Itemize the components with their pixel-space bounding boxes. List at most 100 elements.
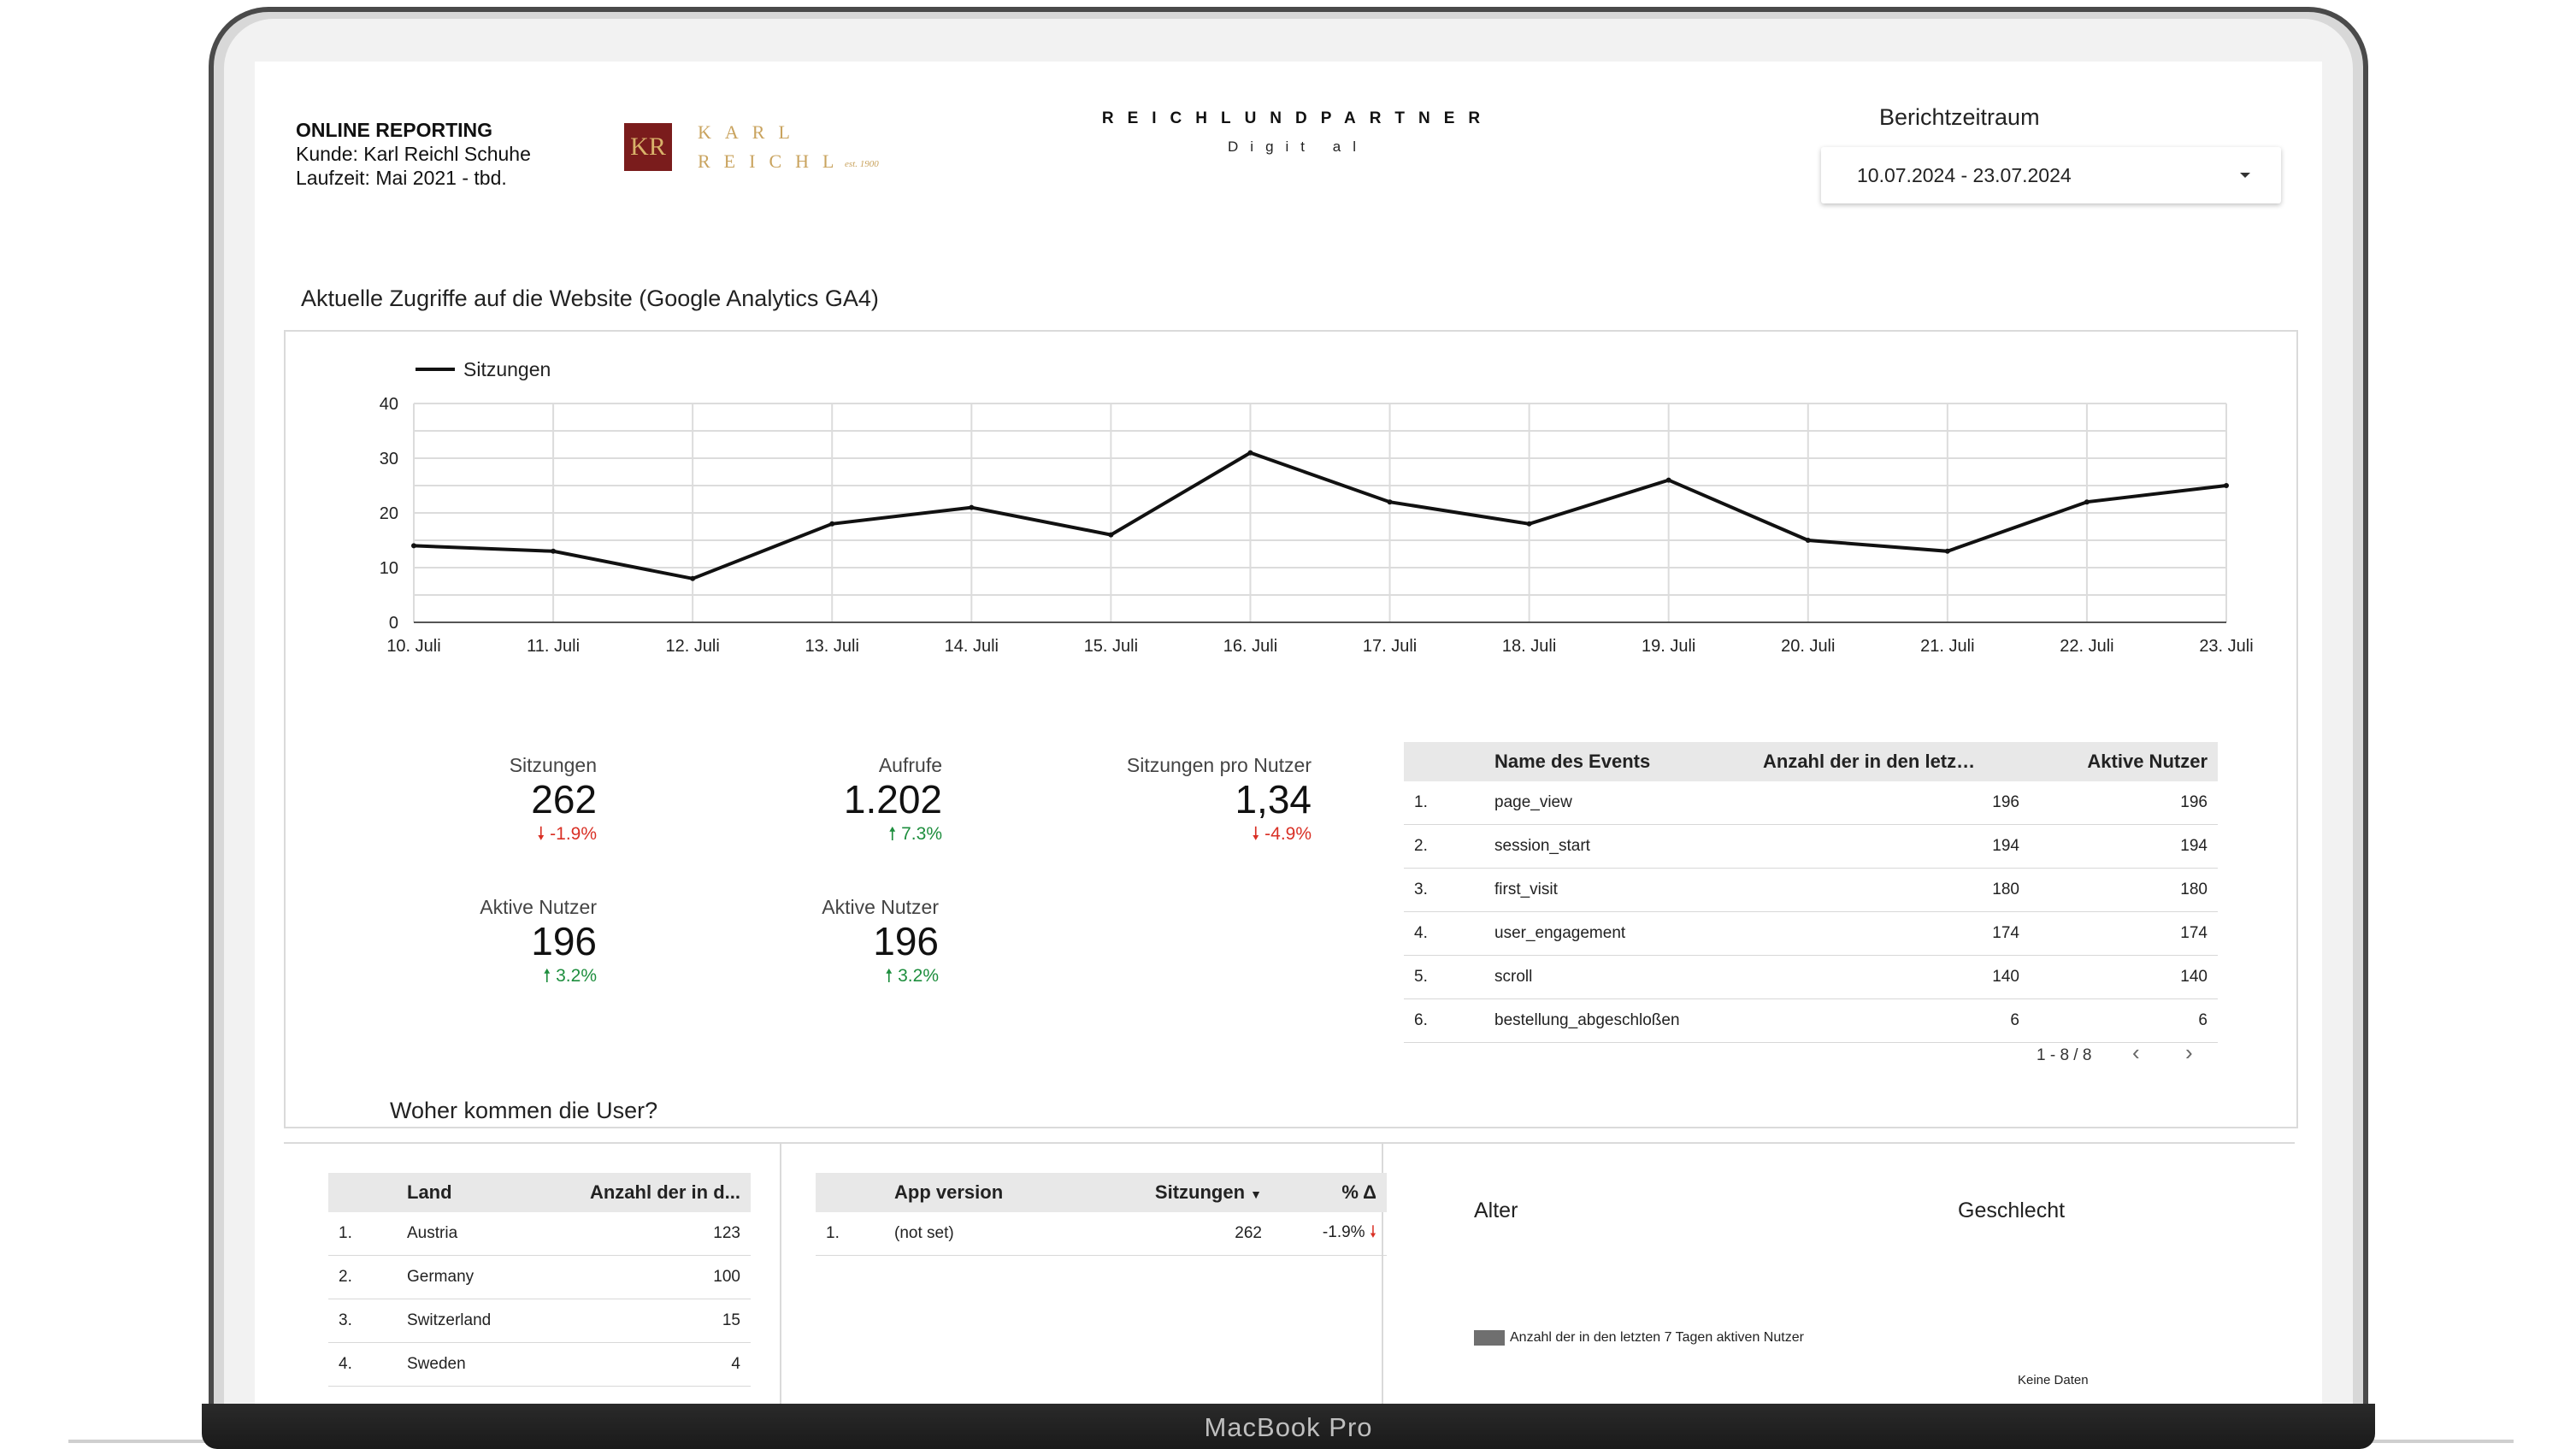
kpi-label: Aktive Nutzer	[480, 896, 597, 918]
row-index: 2.	[1404, 824, 1484, 869]
country-count: 4	[531, 1342, 751, 1387]
event-name: scroll	[1484, 955, 1753, 999]
series-line-sitzungen	[413, 451, 2227, 580]
chevron-right-icon[interactable]: ›	[2185, 1040, 2193, 1065]
x-tick-label: 19. Juli	[1642, 637, 1695, 656]
col-app-version[interactable]: App version	[884, 1173, 1123, 1212]
active-users: 194	[2030, 824, 2218, 869]
age-legend: Anzahl der in den letzten 7 Tagen aktive…	[1474, 1330, 1804, 1346]
row-index: 5.	[1404, 955, 1484, 999]
active-users: 174	[2030, 911, 2218, 956]
active-users: 196	[2030, 781, 2218, 825]
col-event-count[interactable]: Anzahl der in den letz…	[1753, 742, 2030, 781]
active-users: 6	[2030, 998, 2218, 1043]
x-axis-ticks: 10. Juli 11. Juli 12. Juli 13. Juli 14. Juli…	[386, 637, 2253, 656]
kpi-aufrufe: Aufrufe 1.202 🠕 7.3%	[799, 754, 942, 851]
col-percent-delta[interactable]: % Δ	[1272, 1173, 1387, 1212]
arrow-down-icon: 🠗	[1252, 824, 1260, 844]
x-tick-label: 17. Juli	[1363, 637, 1417, 656]
kpi-value: 196	[873, 919, 939, 963]
event-name: page_view	[1484, 781, 1753, 825]
percent-delta-value: -1.9%	[1322, 1223, 1365, 1241]
data-point	[1526, 521, 1532, 527]
kpi-aktive-nutzer-1: Aktive Nutzer 196 🠕 3.2%	[426, 896, 597, 993]
date-range-value: 10.07.2024 - 23.07.2024	[1857, 164, 2072, 186]
table-row: 6. bestellung_abgeschloßen 6 6	[1404, 998, 2218, 1043]
data-point	[1944, 548, 1950, 554]
age-legend-label: Anzahl der in den letzten 7 Tagen aktive…	[1510, 1330, 1804, 1346]
col-sessions[interactable]: Sitzungen ▼	[1123, 1173, 1272, 1212]
traffic-card: Sitzungen 0 10 20 30 40 10. Juli 11. Juli 12. …	[284, 330, 2298, 1128]
kpi-value: 1,34	[1235, 777, 1312, 822]
row-index: 3.	[328, 1299, 397, 1343]
event-count: 194	[1753, 824, 2030, 869]
data-point	[2084, 499, 2090, 505]
y-tick-label: 20	[380, 504, 398, 523]
sort-down-icon[interactable]: ▼	[1250, 1187, 1262, 1201]
data-point	[1387, 499, 1393, 505]
data-point	[2224, 483, 2229, 488]
table-row: 2. Germany 100	[328, 1255, 751, 1299]
kpi-sitzungen: Sitzungen 262 🠗 -1.9%	[457, 754, 597, 851]
date-range-picker[interactable]: 10.07.2024 - 23.07.2024	[1821, 147, 2281, 203]
kpi-label: Sitzungen pro Nutzer	[1126, 754, 1312, 776]
y-axis-ticks: 0 10 20 30 40	[380, 395, 398, 633]
row-index: 6.	[1404, 998, 1484, 1043]
event-name: session_start	[1484, 824, 1753, 869]
chevron-left-icon[interactable]: ‹	[2132, 1040, 2140, 1065]
chart-legend: Sitzungen	[416, 358, 551, 380]
row-index: 4.	[328, 1342, 397, 1387]
app-version: (not set)	[884, 1212, 1123, 1256]
chart-grid	[413, 403, 2227, 623]
runtime-line: Laufzeit: Mai 2021 - tbd.	[296, 167, 507, 189]
table-row: 2. session_start 194 194	[1404, 824, 2218, 869]
kpi-delta: 3.2%	[898, 966, 939, 986]
agency-brand-name: REICHLUNDPARTNER	[1101, 109, 1494, 127]
kpi-aktive-nutzer-2: Aktive Nutzer 196 🠕 3.2%	[768, 896, 939, 993]
no-data-label: Keine Daten	[2018, 1373, 2089, 1387]
kpi-value: 1.202	[843, 777, 942, 822]
event-count: 174	[1753, 911, 2030, 956]
legend-swatch	[1474, 1330, 1505, 1346]
sessions-line-chart: Sitzungen 0 10 20 30 40 10. Juli 11. Juli 12. …	[380, 358, 2254, 656]
kpi-delta: -1.9%	[550, 824, 597, 844]
karl-reichl-logo-mark: KR	[624, 123, 672, 171]
country-count: 123	[531, 1212, 751, 1256]
event-count: 196	[1753, 781, 2030, 825]
table-row: 5. scroll 140 140	[1404, 955, 2218, 999]
col-event-name[interactable]: Name des Events	[1484, 742, 1753, 781]
event-name: first_visit	[1484, 868, 1753, 912]
y-tick-label: 10	[380, 559, 398, 578]
logo-text-karl: KARL	[698, 121, 804, 143]
data-point	[1665, 477, 1671, 483]
col-active-users[interactable]: Aktive Nutzer	[2030, 742, 2218, 781]
x-tick-label: 23. Juli	[2199, 637, 2253, 656]
table-row: 1. page_view 196 196	[1404, 781, 2218, 825]
col-country-count[interactable]: Anzahl der in d...	[531, 1173, 751, 1212]
table-row: 3. first_visit 180 180	[1404, 868, 2218, 912]
period-label: Berichtzeitraum	[1879, 104, 2040, 130]
country-name: Switzerland	[397, 1299, 532, 1343]
col-index	[328, 1173, 397, 1212]
kpi-label: Aufrufe	[878, 754, 942, 776]
country-table: Land Anzahl der in d... 1. Austria 123 2…	[328, 1173, 751, 1387]
divider	[1382, 1142, 1383, 1404]
data-point	[829, 521, 835, 527]
x-tick-label: 22. Juli	[2060, 637, 2113, 656]
logo-text-reichl: REICHL	[698, 150, 848, 172]
y-tick-label: 0	[389, 614, 398, 633]
kpi-delta: -4.9%	[1264, 824, 1312, 844]
arrow-down-icon: 🠗	[1369, 1223, 1376, 1241]
table-row: 4. user_engagement 174 174	[1404, 911, 2218, 956]
age-title: Alter	[1474, 1199, 1518, 1222]
col-sessions-label: Sitzungen	[1154, 1181, 1246, 1203]
x-tick-label: 11. Juli	[527, 637, 580, 656]
arrow-up-icon: 🠕	[543, 966, 551, 986]
active-users: 180	[2030, 868, 2218, 912]
data-point	[411, 543, 416, 549]
col-country[interactable]: Land	[397, 1173, 532, 1212]
laptop-base: MacBook Pro	[202, 1404, 2375, 1449]
event-name: user_engagement	[1484, 911, 1753, 956]
caret-down-icon	[2240, 173, 2250, 178]
report-screen: ONLINE REPORTING Kunde: Karl Reichl Schu…	[255, 62, 2322, 1404]
